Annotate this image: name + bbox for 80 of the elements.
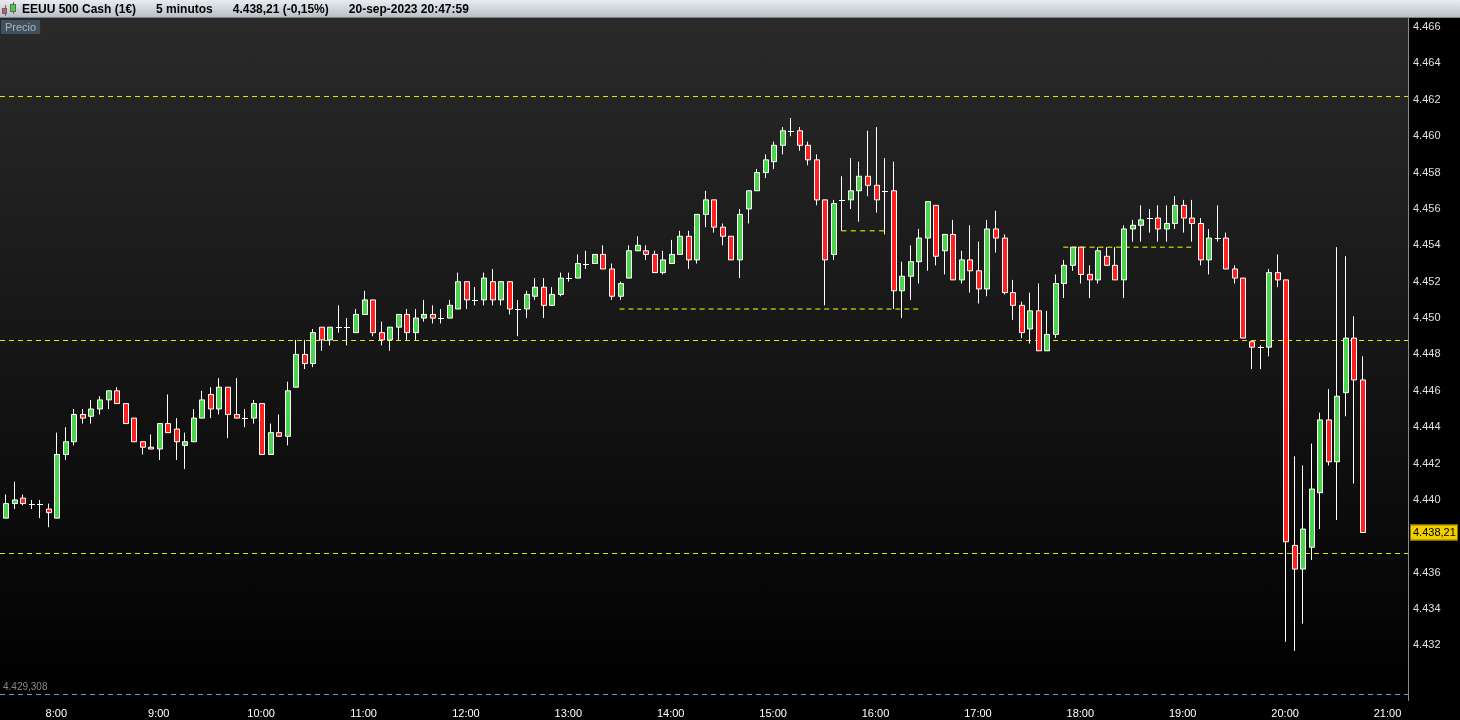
text: 20-sep-2023 20:47:59 <box>348 1 469 16</box>
candlestick <box>626 244 632 279</box>
y-tick-label: 4.456 <box>1413 201 1441 214</box>
candlestick <box>1010 279 1016 321</box>
y-tick-label: 4.450 <box>1413 311 1441 324</box>
candlestick <box>838 175 846 232</box>
candlestick <box>797 126 803 152</box>
x-tick-label: 19:00 <box>1168 706 1197 719</box>
y-tick-label: 4.434 <box>1413 602 1441 615</box>
candlestick <box>285 381 291 446</box>
x-tick-label: 20:00 <box>1271 706 1299 719</box>
candlestick <box>54 432 60 519</box>
candlestick <box>3 493 9 519</box>
x-tick-label: 11:00 <box>350 706 377 719</box>
y-tick-label: 4.432 <box>1413 638 1441 651</box>
x-tick-label: 8:00 <box>45 706 68 719</box>
y-tick-label: 4.436 <box>1413 565 1441 578</box>
candlestick <box>925 201 931 272</box>
x-tick-label: 9:00 <box>148 706 170 719</box>
candlestick <box>471 286 479 306</box>
candlestick <box>908 244 914 301</box>
candlestick <box>259 403 265 455</box>
ref-line-label: 4.429,308 <box>3 681 48 693</box>
x-tick-label: 12:00 <box>452 706 480 719</box>
y-tick-label: 4.466 <box>1413 20 1441 33</box>
candlestick <box>1257 344 1265 370</box>
chart-title: EEUU 500 Cash (1€) <box>22 1 137 16</box>
candlestick <box>437 308 445 325</box>
y-tick-label: 4.438,21 <box>1413 525 1456 538</box>
candlestick <box>268 423 274 455</box>
text: 4.438,21 (-0,15%) <box>232 1 329 16</box>
candlestick <box>251 399 257 425</box>
y-tick-label: 4.442 <box>1413 456 1441 469</box>
candlestick <box>514 299 522 337</box>
y-tick-label: 4.448 <box>1413 347 1441 360</box>
x-tick-label: 10:00 <box>247 706 275 719</box>
candlestick <box>780 126 786 155</box>
y-tick-label: 4.458 <box>1413 165 1441 178</box>
x-tick-label: 21:00 <box>1373 706 1402 719</box>
candlestick <box>711 199 717 234</box>
x-tick-label: 15:00 <box>759 706 787 719</box>
candlestick <box>582 250 590 270</box>
y-tick-label: 4.464 <box>1413 56 1441 69</box>
y-tick-label: 4.440 <box>1413 492 1441 505</box>
candlestick <box>1360 355 1366 534</box>
candlestick <box>241 408 249 428</box>
candlestick <box>335 304 343 334</box>
y-tick-label: 4.462 <box>1413 92 1441 105</box>
x-tick-label: 14:00 <box>656 706 685 719</box>
candlestick <box>1214 204 1222 243</box>
candlestick <box>1249 341 1255 370</box>
candlestick <box>276 413 282 437</box>
candlestick <box>343 317 351 346</box>
candlestick <box>703 190 709 228</box>
x-tick-label: 17:00 <box>964 706 992 719</box>
candlestick <box>1266 268 1272 357</box>
candlestick <box>831 199 837 261</box>
candlestick <box>575 253 581 279</box>
candlestick <box>36 499 44 519</box>
candlestick <box>993 210 999 254</box>
x-tick-label: 18:00 <box>1066 706 1095 719</box>
candlestick <box>362 290 368 315</box>
candlestick <box>881 157 889 235</box>
y-tick-label: 4.444 <box>1413 420 1441 433</box>
y-tick-label: 4.460 <box>1413 129 1441 142</box>
y-tick-label: 4.454 <box>1413 238 1441 251</box>
candlestick <box>63 426 69 461</box>
candlestick <box>1146 208 1154 234</box>
candlestick <box>182 432 188 470</box>
candlestick <box>1053 273 1059 339</box>
y-tick-label: 4.452 <box>1413 274 1441 287</box>
candlestick <box>787 117 795 137</box>
chart-subtitle: 5 minutos <box>156 1 213 16</box>
candlestick <box>199 390 205 419</box>
x-tick-label: 16:00 <box>861 706 890 719</box>
candlestick <box>618 281 624 301</box>
x-tick-label: 13:00 <box>554 706 583 719</box>
candlestick <box>1138 204 1144 243</box>
y-axis-title: Precio <box>5 20 37 33</box>
y-tick-label: 4.446 <box>1413 383 1441 396</box>
